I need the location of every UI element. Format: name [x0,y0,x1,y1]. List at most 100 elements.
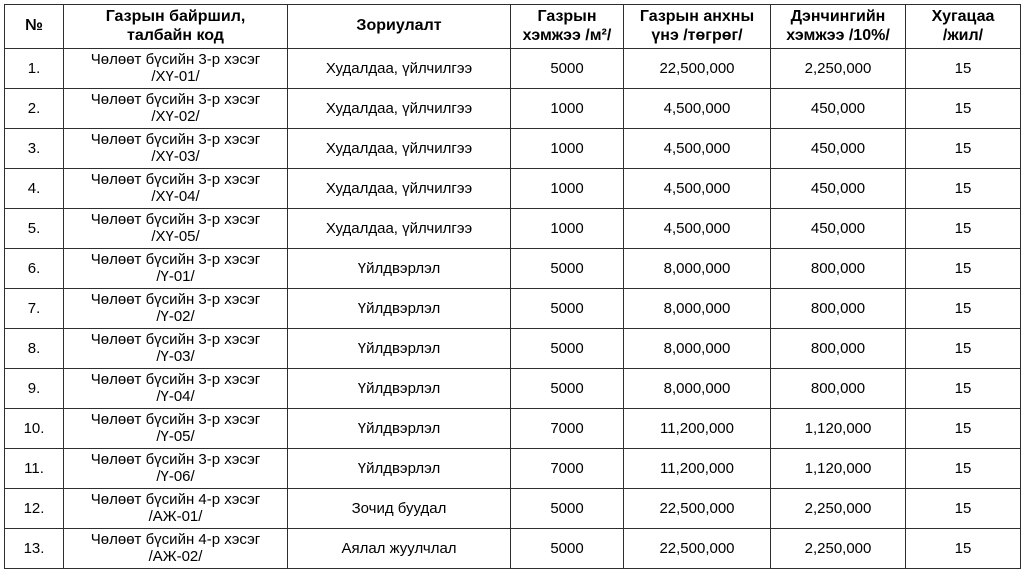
cell-no: 6. [4,248,64,289]
cell-years: 15 [905,208,1021,249]
cell-years: 15 [905,248,1021,289]
table-row: 3. Чөлөөт бүсийн 3-р хэсэг /ХҮ-03/Худалда… [4,128,1021,169]
cell-no: 10. [4,408,64,449]
land-lease-table: № Газрын байршил, талбайн код Зориулалт … [4,4,1021,569]
cell-location: Чөлөөт бүсийн 3-р хэсэг /ХҮ-05/ [63,208,288,249]
cell-size: 7000 [510,408,624,449]
table-row: 5. Чөлөөт бүсийн 3-р хэсэг /ХҮ-05/Худалда… [4,208,1021,249]
col-header-location: Газрын байршил, талбайн код [63,4,288,49]
cell-years: 15 [905,528,1021,569]
cell-deposit: 1,120,000 [770,448,906,489]
table-row: 7. Чөлөөт бүсийн 3-р хэсэг /Ү-02/Үйлдвэрл… [4,288,1021,329]
cell-price: 22,500,000 [623,488,771,529]
cell-purpose: Үйлдвэрлэл [287,248,511,289]
cell-price: 11,200,000 [623,408,771,449]
cell-no: 13. [4,528,64,569]
cell-price: 4,500,000 [623,168,771,209]
cell-purpose: Үйлдвэрлэл [287,448,511,489]
cell-price: 8,000,000 [623,368,771,409]
cell-deposit: 1,120,000 [770,408,906,449]
col-header-years: Хугацаа /жил/ [905,4,1021,49]
cell-price: 4,500,000 [623,128,771,169]
cell-deposit: 2,250,000 [770,528,906,569]
cell-no: 8. [4,328,64,369]
cell-price: 22,500,000 [623,48,771,89]
cell-size: 1000 [510,128,624,169]
cell-deposit: 800,000 [770,248,906,289]
cell-deposit: 450,000 [770,168,906,209]
cell-no: 12. [4,488,64,529]
col-header-price: Газрын анхны үнэ /төгрөг/ [623,4,771,49]
cell-price: 8,000,000 [623,288,771,329]
cell-size: 1000 [510,208,624,249]
cell-location: Чөлөөт бүсийн 4-р хэсэг /АЖ-01/ [63,488,288,529]
cell-no: 2. [4,88,64,129]
cell-price: 4,500,000 [623,88,771,129]
cell-deposit: 800,000 [770,288,906,329]
table-row: 4. Чөлөөт бүсийн 3-р хэсэг /ХҮ-04/Худалда… [4,168,1021,209]
cell-price: 8,000,000 [623,248,771,289]
cell-purpose: Зочид буудал [287,488,511,529]
col-header-purpose: Зориулалт [287,4,511,49]
cell-years: 15 [905,88,1021,129]
cell-location: Чөлөөт бүсийн 3-р хэсэг /ХҮ-03/ [63,128,288,169]
cell-no: 1. [4,48,64,89]
cell-location: Чөлөөт бүсийн 3-р хэсэг /Ү-01/ [63,248,288,289]
cell-no: 3. [4,128,64,169]
table-row: 10. Чөлөөт бүсийн 3-р хэсэг /Ү-05/Үйлдвэр… [4,408,1021,449]
cell-size: 1000 [510,88,624,129]
cell-no: 5. [4,208,64,249]
cell-size: 5000 [510,248,624,289]
cell-no: 7. [4,288,64,329]
cell-size: 5000 [510,328,624,369]
cell-purpose: Худалдаа, үйлчилгээ [287,48,511,89]
table-row: 6. Чөлөөт бүсийн 3-р хэсэг /Ү-01/Үйлдвэрл… [4,248,1021,289]
header-row: № Газрын байршил, талбайн код Зориулалт … [4,4,1021,49]
table-row: 1. Чөлөөт бүсийн 3-р хэсэг /ХҮ-01/Худалда… [4,48,1021,89]
table-row: 8. Чөлөөт бүсийн 3-р хэсэг /Ү-03/Үйлдвэрл… [4,328,1021,369]
cell-size: 5000 [510,528,624,569]
cell-purpose: Үйлдвэрлэл [287,408,511,449]
cell-purpose: Үйлдвэрлэл [287,328,511,369]
cell-size: 5000 [510,288,624,329]
cell-size: 5000 [510,48,624,89]
cell-price: 8,000,000 [623,328,771,369]
cell-price: 22,500,000 [623,528,771,569]
cell-years: 15 [905,488,1021,529]
cell-location: Чөлөөт бүсийн 3-р хэсэг /Ү-02/ [63,288,288,329]
cell-no: 9. [4,368,64,409]
cell-no: 11. [4,448,64,489]
cell-purpose: Худалдаа, үйлчилгээ [287,128,511,169]
table-body: 1. Чөлөөт бүсийн 3-р хэсэг /ХҮ-01/Худалда… [4,48,1021,569]
cell-size: 1000 [510,168,624,209]
cell-deposit: 800,000 [770,368,906,409]
cell-purpose: Худалдаа, үйлчилгээ [287,208,511,249]
cell-location: Чөлөөт бүсийн 3-р хэсэг /ХҮ-02/ [63,88,288,129]
cell-years: 15 [905,128,1021,169]
cell-location: Чөлөөт бүсийн 3-р хэсэг /Ү-06/ [63,448,288,489]
cell-location: Чөлөөт бүсийн 4-р хэсэг /АЖ-02/ [63,528,288,569]
cell-location: Чөлөөт бүсийн 3-р хэсэг /Ү-05/ [63,408,288,449]
cell-years: 15 [905,368,1021,409]
col-header-size: Газрын хэмжээ /м²/ [510,4,624,49]
cell-size: 7000 [510,448,624,489]
table-row: 13. Чөлөөт бүсийн 4-р хэсэг /АЖ-02/Аялал … [4,528,1021,569]
cell-size: 5000 [510,488,624,529]
col-header-no: № [4,4,64,49]
cell-purpose: Үйлдвэрлэл [287,368,511,409]
cell-purpose: Аялал жуулчлал [287,528,511,569]
cell-purpose: Худалдаа, үйлчилгээ [287,88,511,129]
cell-years: 15 [905,48,1021,89]
cell-price: 11,200,000 [623,448,771,489]
cell-deposit: 2,250,000 [770,488,906,529]
cell-no: 4. [4,168,64,209]
cell-size: 5000 [510,368,624,409]
cell-deposit: 450,000 [770,88,906,129]
cell-price: 4,500,000 [623,208,771,249]
cell-location: Чөлөөт бүсийн 3-р хэсэг /Ү-04/ [63,368,288,409]
cell-deposit: 450,000 [770,128,906,169]
cell-location: Чөлөөт бүсийн 3-р хэсэг /Ү-03/ [63,328,288,369]
cell-location: Чөлөөт бүсийн 3-р хэсэг /ХҮ-04/ [63,168,288,209]
cell-years: 15 [905,448,1021,489]
table-row: 9. Чөлөөт бүсийн 3-р хэсэг /Ү-04/Үйлдвэрл… [4,368,1021,409]
